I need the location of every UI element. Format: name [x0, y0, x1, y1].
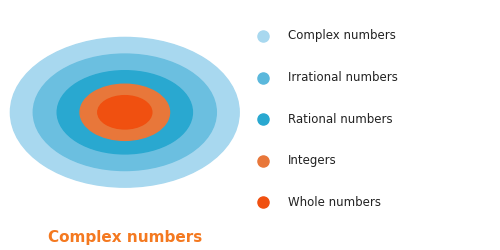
Text: Rational numbers: Rational numbers — [288, 112, 392, 126]
Ellipse shape — [34, 54, 216, 170]
Text: Whole numbers: Whole numbers — [288, 196, 380, 209]
Ellipse shape — [10, 38, 239, 187]
Ellipse shape — [57, 71, 192, 154]
Text: Integers: Integers — [288, 154, 336, 167]
Ellipse shape — [80, 84, 170, 140]
Ellipse shape — [98, 96, 152, 129]
Text: Complex numbers: Complex numbers — [48, 230, 202, 245]
Text: Complex numbers: Complex numbers — [288, 30, 396, 43]
Text: Irrational numbers: Irrational numbers — [288, 71, 398, 84]
